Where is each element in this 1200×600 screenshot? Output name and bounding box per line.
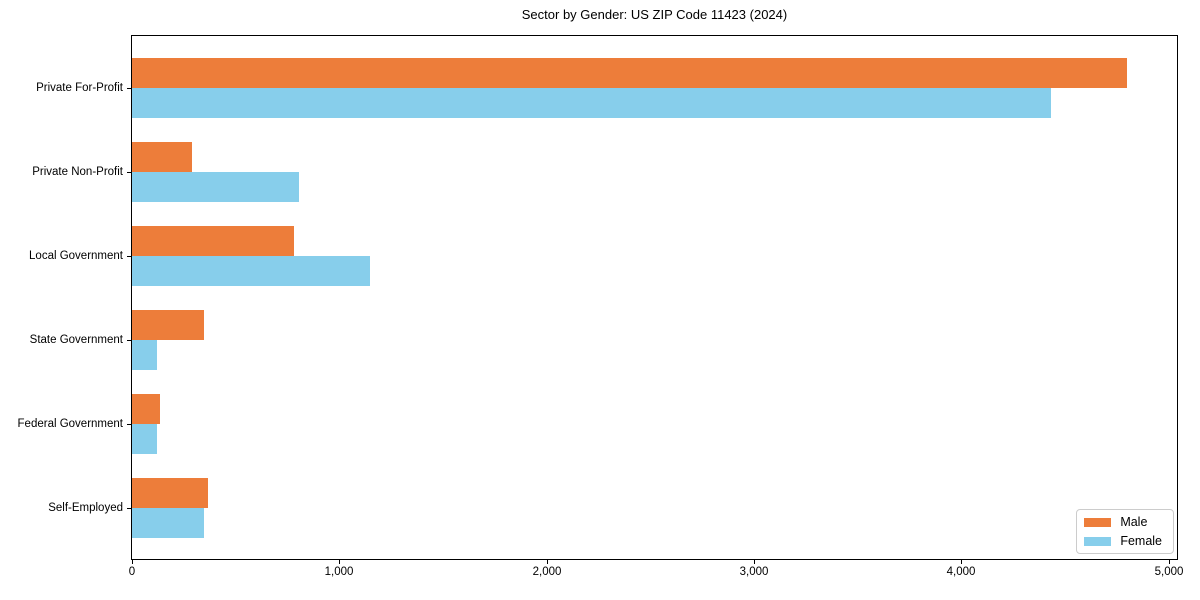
- male-bar: [132, 58, 1127, 88]
- legend-swatch-male: [1084, 517, 1112, 527]
- y-axis-label: Private Non-Profit: [32, 166, 123, 178]
- female-bar: [132, 424, 157, 454]
- x-tick-label: 0: [128, 566, 136, 578]
- chart-title: Sector by Gender: US ZIP Code 11423 (202…: [521, 7, 788, 22]
- y-axis-label: Self-Employed: [48, 502, 123, 514]
- y-axis-label: Federal Government: [17, 418, 123, 430]
- x-tick: [132, 560, 133, 564]
- y-axis-label: State Government: [29, 334, 123, 346]
- x-tick-label: 1,000: [324, 566, 354, 578]
- legend-label: Female: [1120, 534, 1162, 548]
- female-bar: [132, 340, 157, 370]
- male-bar: [132, 142, 192, 172]
- female-bar: [132, 256, 370, 286]
- male-bar: [132, 226, 294, 256]
- plot-area: Male Female: [131, 35, 1178, 560]
- y-axis-labels: Private For-Profit Private Non-Profit Loca…: [0, 35, 123, 560]
- x-tick-label: 4,000: [946, 566, 976, 578]
- x-tick: [547, 560, 548, 564]
- legend-swatch-female: [1084, 536, 1112, 546]
- female-bar: [132, 508, 204, 538]
- legend-label: Male: [1120, 515, 1148, 529]
- male-bar: [132, 478, 208, 508]
- x-tick: [339, 560, 340, 564]
- legend-entry: Male: [1084, 515, 1162, 529]
- y-axis-label: Local Government: [29, 250, 123, 262]
- legend: Male Female: [1076, 509, 1174, 554]
- y-axis-label: Private For-Profit: [36, 82, 123, 94]
- x-tick-label: 3,000: [739, 566, 769, 578]
- x-tick: [1169, 560, 1170, 564]
- male-bar: [132, 394, 160, 424]
- x-tick: [754, 560, 755, 564]
- male-bar: [132, 310, 204, 340]
- female-bar: [132, 88, 1051, 118]
- legend-entry: Female: [1084, 534, 1162, 548]
- female-bar: [132, 172, 299, 202]
- x-tick-label: 5,000: [1154, 566, 1184, 578]
- x-tick-label: 2,000: [532, 566, 562, 578]
- x-tick: [961, 560, 962, 564]
